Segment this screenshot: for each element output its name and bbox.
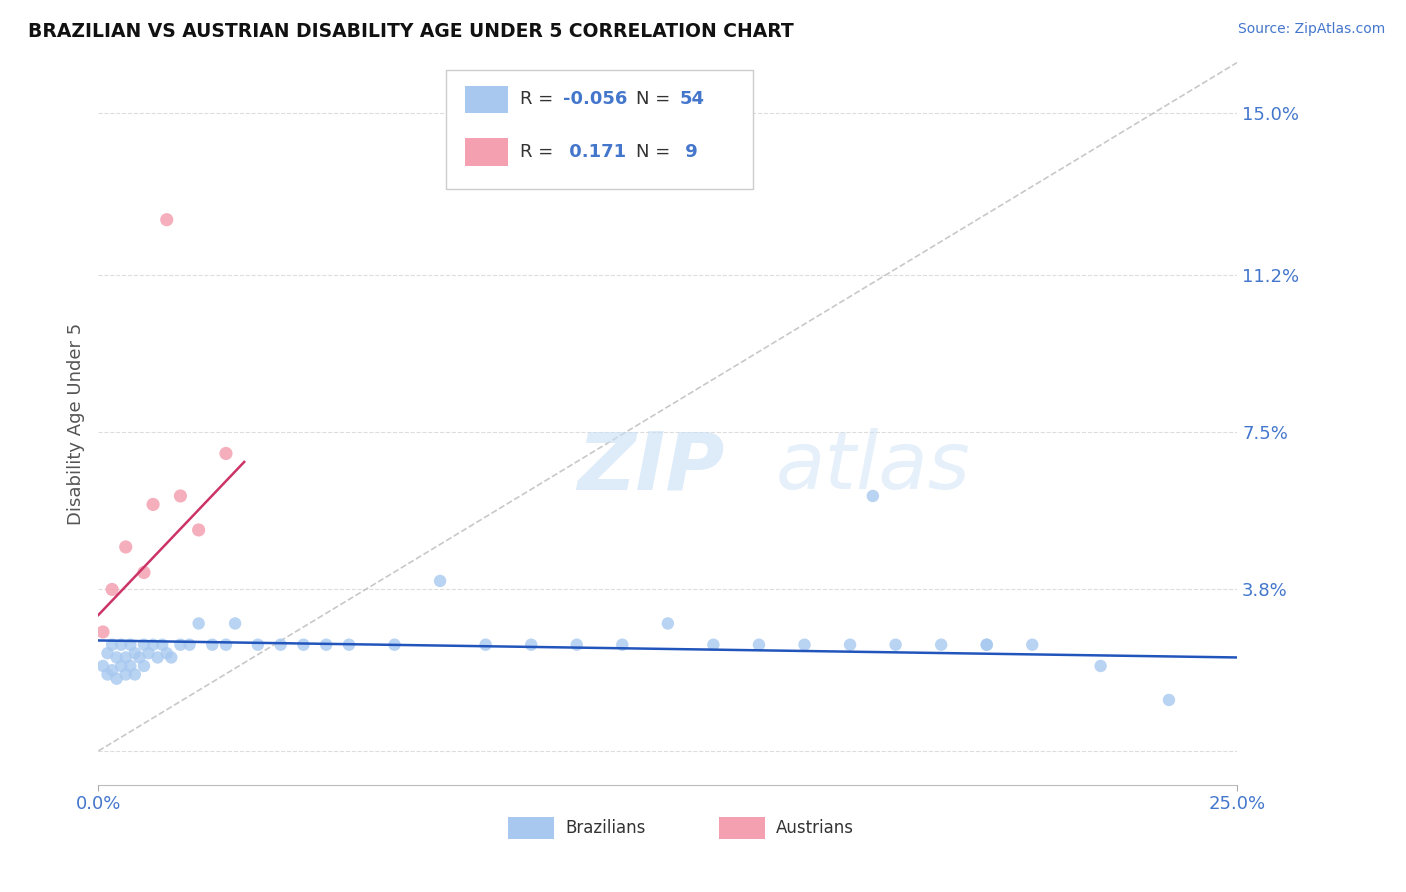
Point xyxy=(1021,638,1043,652)
Point xyxy=(120,638,142,652)
Point xyxy=(91,624,114,639)
Bar xyxy=(465,86,509,113)
Bar xyxy=(509,817,554,839)
Point xyxy=(132,566,155,580)
Point xyxy=(884,638,907,652)
Point xyxy=(96,646,118,660)
Point xyxy=(150,638,173,652)
Text: R =: R = xyxy=(520,90,553,108)
Point xyxy=(114,540,136,554)
Point xyxy=(114,667,136,681)
Point xyxy=(142,498,165,512)
Point xyxy=(105,650,128,665)
Point xyxy=(702,638,724,652)
Point xyxy=(132,638,155,652)
Point xyxy=(976,638,998,652)
Text: N =: N = xyxy=(636,143,671,161)
Point xyxy=(337,638,360,652)
Point xyxy=(520,638,543,652)
Text: BRAZILIAN VS AUSTRIAN DISABILITY AGE UNDER 5 CORRELATION CHART: BRAZILIAN VS AUSTRIAN DISABILITY AGE UND… xyxy=(28,22,794,41)
Point xyxy=(187,616,209,631)
Point xyxy=(124,646,146,660)
Point xyxy=(101,663,124,677)
Point xyxy=(657,616,679,631)
Point xyxy=(96,667,118,681)
Text: ZIP: ZIP xyxy=(576,428,724,506)
Text: 0.171: 0.171 xyxy=(562,143,626,161)
Point xyxy=(215,638,238,652)
Point xyxy=(91,659,114,673)
Point xyxy=(156,212,179,227)
Point xyxy=(565,638,588,652)
Point xyxy=(839,638,862,652)
Point xyxy=(124,667,146,681)
Point xyxy=(201,638,224,652)
Point xyxy=(246,638,269,652)
Point xyxy=(929,638,952,652)
Point xyxy=(612,638,634,652)
Point xyxy=(179,638,201,652)
Point xyxy=(160,650,183,665)
Point xyxy=(474,638,496,652)
Text: R =: R = xyxy=(520,143,553,161)
Point xyxy=(1090,659,1112,673)
Point xyxy=(110,659,132,673)
Point xyxy=(156,646,179,660)
Point xyxy=(215,446,238,460)
Text: 9: 9 xyxy=(679,143,697,161)
Point xyxy=(862,489,884,503)
Point xyxy=(142,638,165,652)
Point xyxy=(187,523,209,537)
Point xyxy=(105,672,128,686)
Text: atlas: atlas xyxy=(776,428,970,506)
Point xyxy=(169,489,191,503)
Point xyxy=(384,638,406,652)
Point xyxy=(270,638,292,652)
Point xyxy=(292,638,315,652)
Point xyxy=(138,646,160,660)
Point xyxy=(1157,693,1180,707)
Point xyxy=(976,638,998,652)
Point xyxy=(224,616,246,631)
Point xyxy=(114,650,136,665)
Text: -0.056: -0.056 xyxy=(562,90,627,108)
Point xyxy=(315,638,337,652)
Bar xyxy=(718,817,765,839)
Point xyxy=(748,638,770,652)
Point xyxy=(110,638,132,652)
Text: Source: ZipAtlas.com: Source: ZipAtlas.com xyxy=(1237,22,1385,37)
Point xyxy=(793,638,815,652)
Y-axis label: Disability Age Under 5: Disability Age Under 5 xyxy=(66,323,84,524)
FancyBboxPatch shape xyxy=(446,70,754,189)
Text: Brazilians: Brazilians xyxy=(565,820,645,838)
Bar xyxy=(465,138,509,166)
Point xyxy=(146,650,169,665)
Point xyxy=(101,638,124,652)
Text: 54: 54 xyxy=(679,90,704,108)
Point xyxy=(128,650,150,665)
Point xyxy=(429,574,451,588)
Point xyxy=(169,638,191,652)
Point xyxy=(101,582,124,597)
Point xyxy=(120,659,142,673)
Text: Austrians: Austrians xyxy=(776,820,853,838)
Point xyxy=(132,659,155,673)
Text: N =: N = xyxy=(636,90,671,108)
